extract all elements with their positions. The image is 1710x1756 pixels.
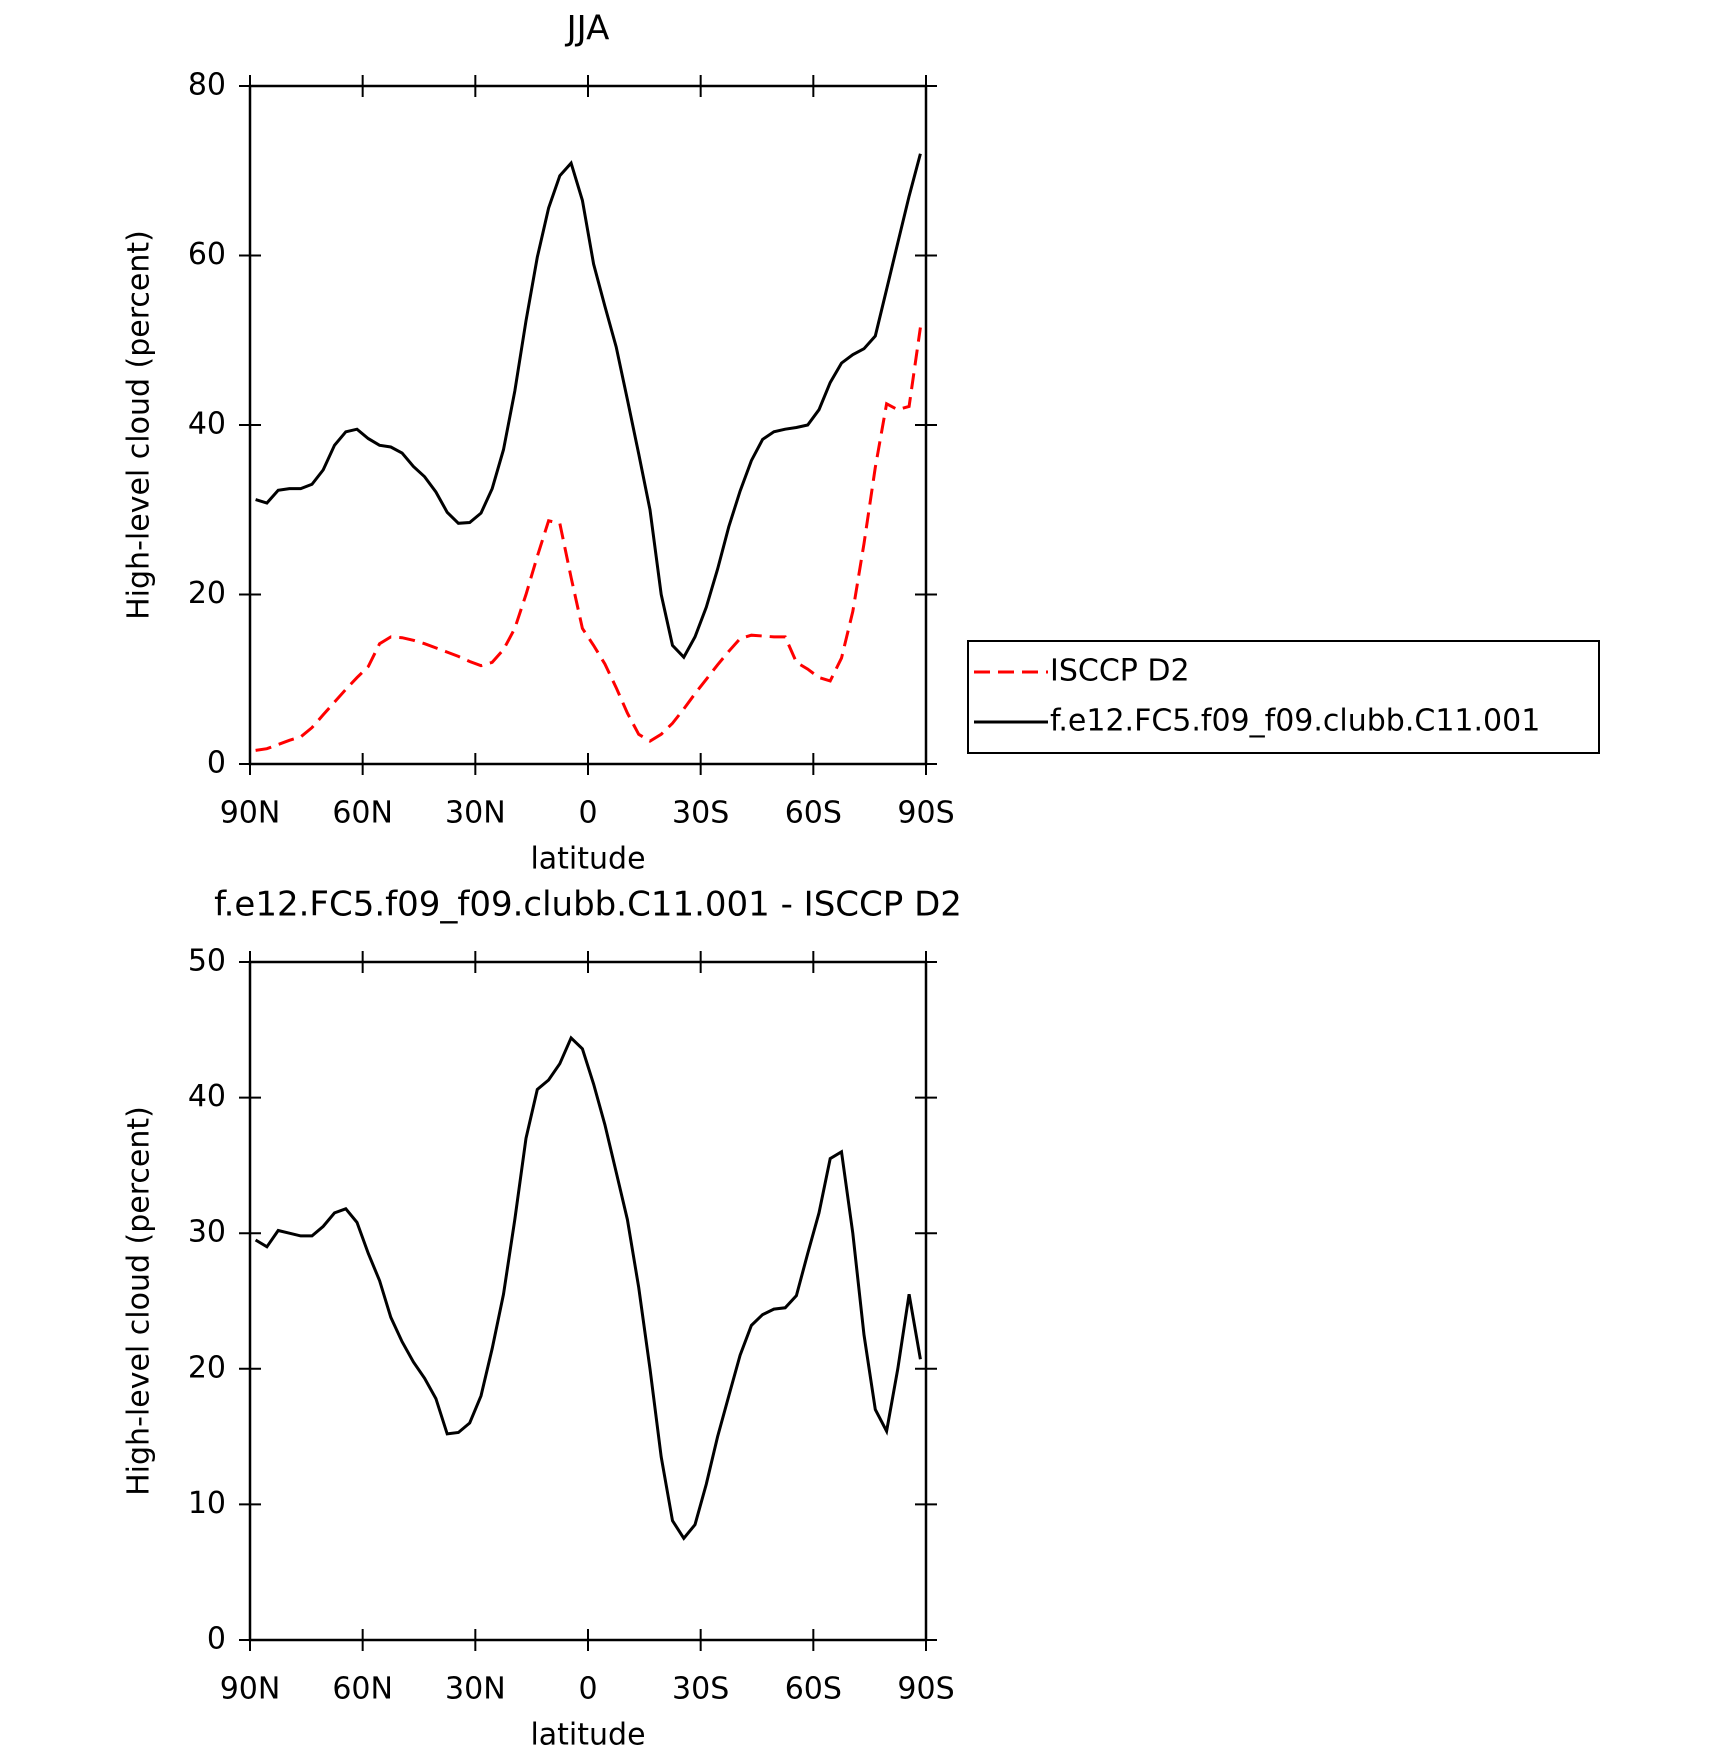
- x-tick-label: 60N: [332, 796, 393, 831]
- y-axis-label: High-level cloud (percent): [122, 230, 157, 620]
- plot-frame: [248, 84, 928, 766]
- chart-title: JJA: [565, 9, 610, 49]
- y-tick-label: 0: [207, 746, 226, 781]
- y-tick-label: 20: [188, 1350, 226, 1385]
- x-tick-label: 0: [578, 796, 597, 831]
- data-line: [255, 327, 922, 752]
- x-axis-label: latitude: [530, 842, 645, 877]
- y-tick-label: 60: [188, 237, 226, 272]
- x-tick-label: 90S: [897, 796, 954, 831]
- y-tick-label: 10: [188, 1486, 226, 1521]
- y-tick-label: 40: [188, 1079, 226, 1114]
- y-tick-label: 50: [188, 944, 226, 979]
- chart-title: f.e12.FC5.f09_f09.clubb.C11.001 - ISCCP …: [214, 885, 962, 925]
- x-tick-label: 30N: [445, 1672, 506, 1707]
- x-tick-label: 90N: [220, 1672, 281, 1707]
- x-tick-label: 60S: [785, 796, 842, 831]
- legend-box: [967, 640, 1600, 754]
- x-tick-label: 0: [578, 1672, 597, 1707]
- x-tick-label: 30S: [672, 1672, 729, 1707]
- x-tick-label: 90S: [897, 1672, 954, 1707]
- legend-label: f.e12.FC5.f09_f09.clubb.C11.001: [1050, 704, 1540, 739]
- y-tick-label: 80: [188, 68, 226, 103]
- y-tick-label: 20: [188, 576, 226, 611]
- x-tick-label: 30N: [445, 796, 506, 831]
- x-tick-label: 60S: [785, 1672, 842, 1707]
- data-line: [255, 153, 922, 660]
- y-tick-label: 30: [188, 1215, 226, 1250]
- y-tick-label: 0: [207, 1622, 226, 1657]
- data-line: [254, 1035, 922, 1541]
- x-axis-label: latitude: [530, 1718, 645, 1753]
- x-tick-label: 90N: [220, 796, 281, 831]
- plot-frame: [248, 960, 928, 1642]
- y-axis-label: High-level cloud (percent): [122, 1106, 157, 1496]
- legend-label: ISCCP D2: [1050, 654, 1190, 689]
- y-tick-label: 40: [188, 407, 226, 442]
- x-tick-label: 60N: [332, 1672, 393, 1707]
- x-tick-label: 30S: [672, 796, 729, 831]
